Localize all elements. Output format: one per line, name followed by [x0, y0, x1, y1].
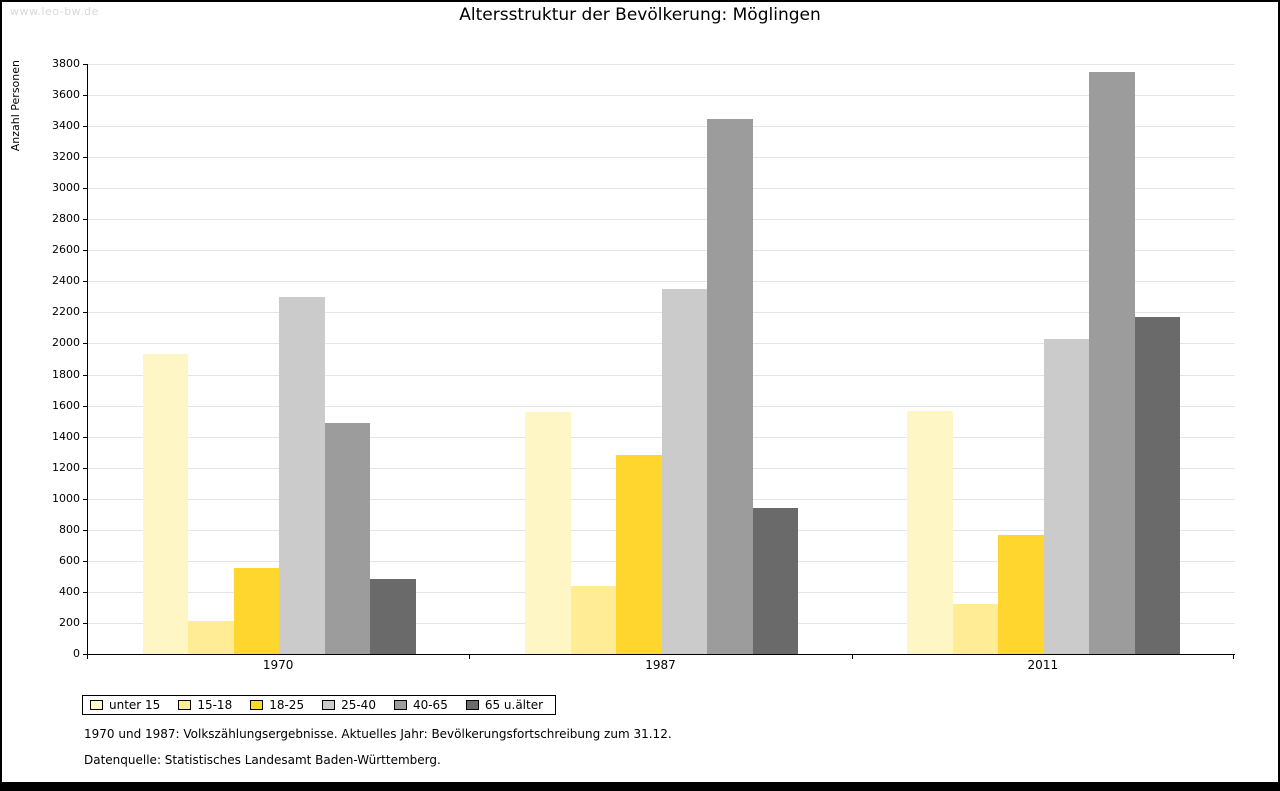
y-tick-mark [83, 126, 87, 128]
y-tick-mark [83, 405, 87, 407]
y-tick-mark [83, 157, 87, 159]
y-tick-mark [83, 654, 87, 655]
bar [142, 354, 189, 654]
y-tick-mark [83, 436, 87, 438]
y-tick-mark [83, 95, 87, 97]
legend-swatch [322, 700, 336, 710]
y-tick-mark [83, 312, 87, 314]
bar [707, 119, 753, 654]
bar [998, 535, 1044, 654]
y-tick-label: 2400 [52, 274, 80, 288]
x-tick-mark [87, 655, 88, 659]
y-tick-mark [83, 374, 87, 376]
bar [324, 422, 371, 654]
y-tick-label: 3400 [52, 119, 80, 133]
watermark: www.leo-bw.de [10, 5, 99, 18]
legend-label: 15-18 [197, 698, 233, 712]
y-tick-label: 800 [59, 522, 80, 536]
gridline [88, 64, 1235, 65]
y-tick-mark [83, 188, 87, 190]
bar [616, 454, 662, 654]
y-tick-mark [83, 560, 87, 562]
legend-item: 18-25 [250, 698, 304, 712]
y-tick-label: 3800 [52, 57, 80, 70]
y-axis-label: Anzahl Personen [9, 60, 22, 152]
x-axis-label: 1970 [262, 658, 294, 672]
y-tick-mark [83, 591, 87, 593]
y-tick-mark [83, 219, 87, 221]
bar [188, 620, 234, 654]
y-tick-mark [83, 622, 87, 624]
gridline [88, 250, 1235, 252]
legend-label: 18-25 [269, 698, 305, 712]
legend-label: 40-65 [412, 698, 448, 712]
bar [1089, 71, 1135, 654]
y-tick-mark [83, 250, 87, 252]
legend-label: unter 15 [109, 698, 161, 712]
y-tick-mark [83, 343, 87, 345]
bar [370, 579, 416, 654]
gridline [88, 188, 1235, 190]
y-tick-label: 1400 [52, 429, 80, 443]
y-tick-label: 3200 [52, 150, 80, 164]
y-tick-label: 1600 [52, 398, 80, 412]
y-tick-mark [83, 467, 87, 469]
y-tick-label: 2000 [52, 336, 80, 350]
bar [525, 411, 571, 654]
y-tick-mark [83, 529, 87, 531]
footnote-1: 1970 und 1987: Volkszählungsergebnisse. … [84, 727, 672, 741]
x-tick-mark [851, 655, 853, 659]
legend-item: 40-65 [393, 698, 448, 712]
y-tick-label: 400 [59, 584, 80, 598]
legend-swatch [393, 700, 407, 710]
bar [570, 585, 616, 654]
bar [233, 567, 280, 654]
legend-item: unter 15 [90, 698, 160, 712]
gridline [88, 157, 1235, 159]
y-tick-label: 1000 [52, 491, 80, 505]
legend-swatch [465, 700, 479, 710]
bar [661, 289, 707, 654]
legend-item: 15-18 [178, 698, 232, 712]
x-tick-mark [1233, 655, 1234, 659]
legend-label: 65 u.älter [484, 698, 544, 712]
gridline [88, 281, 1235, 283]
legend: unter 15 15-18 18-25 25-40 40-65 65 u.älter [82, 695, 557, 715]
bar [1043, 338, 1090, 654]
bar [907, 411, 953, 654]
y-tick-label: 1800 [52, 367, 80, 381]
bar [952, 603, 999, 654]
y-tick-label: 2800 [52, 212, 80, 226]
y-tick-label: 3600 [52, 88, 80, 102]
gridline [88, 126, 1235, 128]
y-tick-mark [83, 281, 87, 283]
footnote-2: Datenquelle: Statistisches Landesamt Bad… [84, 753, 441, 767]
bar [752, 508, 798, 654]
bar [279, 296, 325, 654]
legend-item: 25-40 [322, 698, 376, 712]
y-tick-label: 600 [59, 553, 80, 567]
y-tick-label: 1200 [52, 460, 80, 474]
x-tick-mark [469, 655, 471, 659]
chart-title: Altersstruktur der Bevölkerung: Möglinge… [459, 5, 821, 25]
legend-item: 65 u.älter [465, 698, 544, 712]
y-tick-label: 0 [73, 647, 80, 660]
x-axis-label: 1987 [645, 658, 676, 672]
legend-swatch [178, 700, 192, 710]
legend-label: 25-40 [341, 698, 376, 712]
y-tick-mark [83, 498, 87, 500]
legend-swatch [250, 700, 264, 710]
y-tick-label: 200 [59, 615, 80, 629]
y-tick-mark [83, 64, 87, 65]
y-tick-label: 2600 [52, 243, 80, 257]
y-tick-label: 2200 [52, 305, 80, 319]
bar [1134, 317, 1181, 654]
x-axis-label: 2011 [1027, 658, 1059, 672]
plot-area [87, 64, 1235, 655]
gridline [88, 219, 1235, 221]
legend-swatch [90, 700, 103, 710]
gridline [88, 95, 1235, 97]
y-tick-label: 3000 [52, 181, 80, 195]
